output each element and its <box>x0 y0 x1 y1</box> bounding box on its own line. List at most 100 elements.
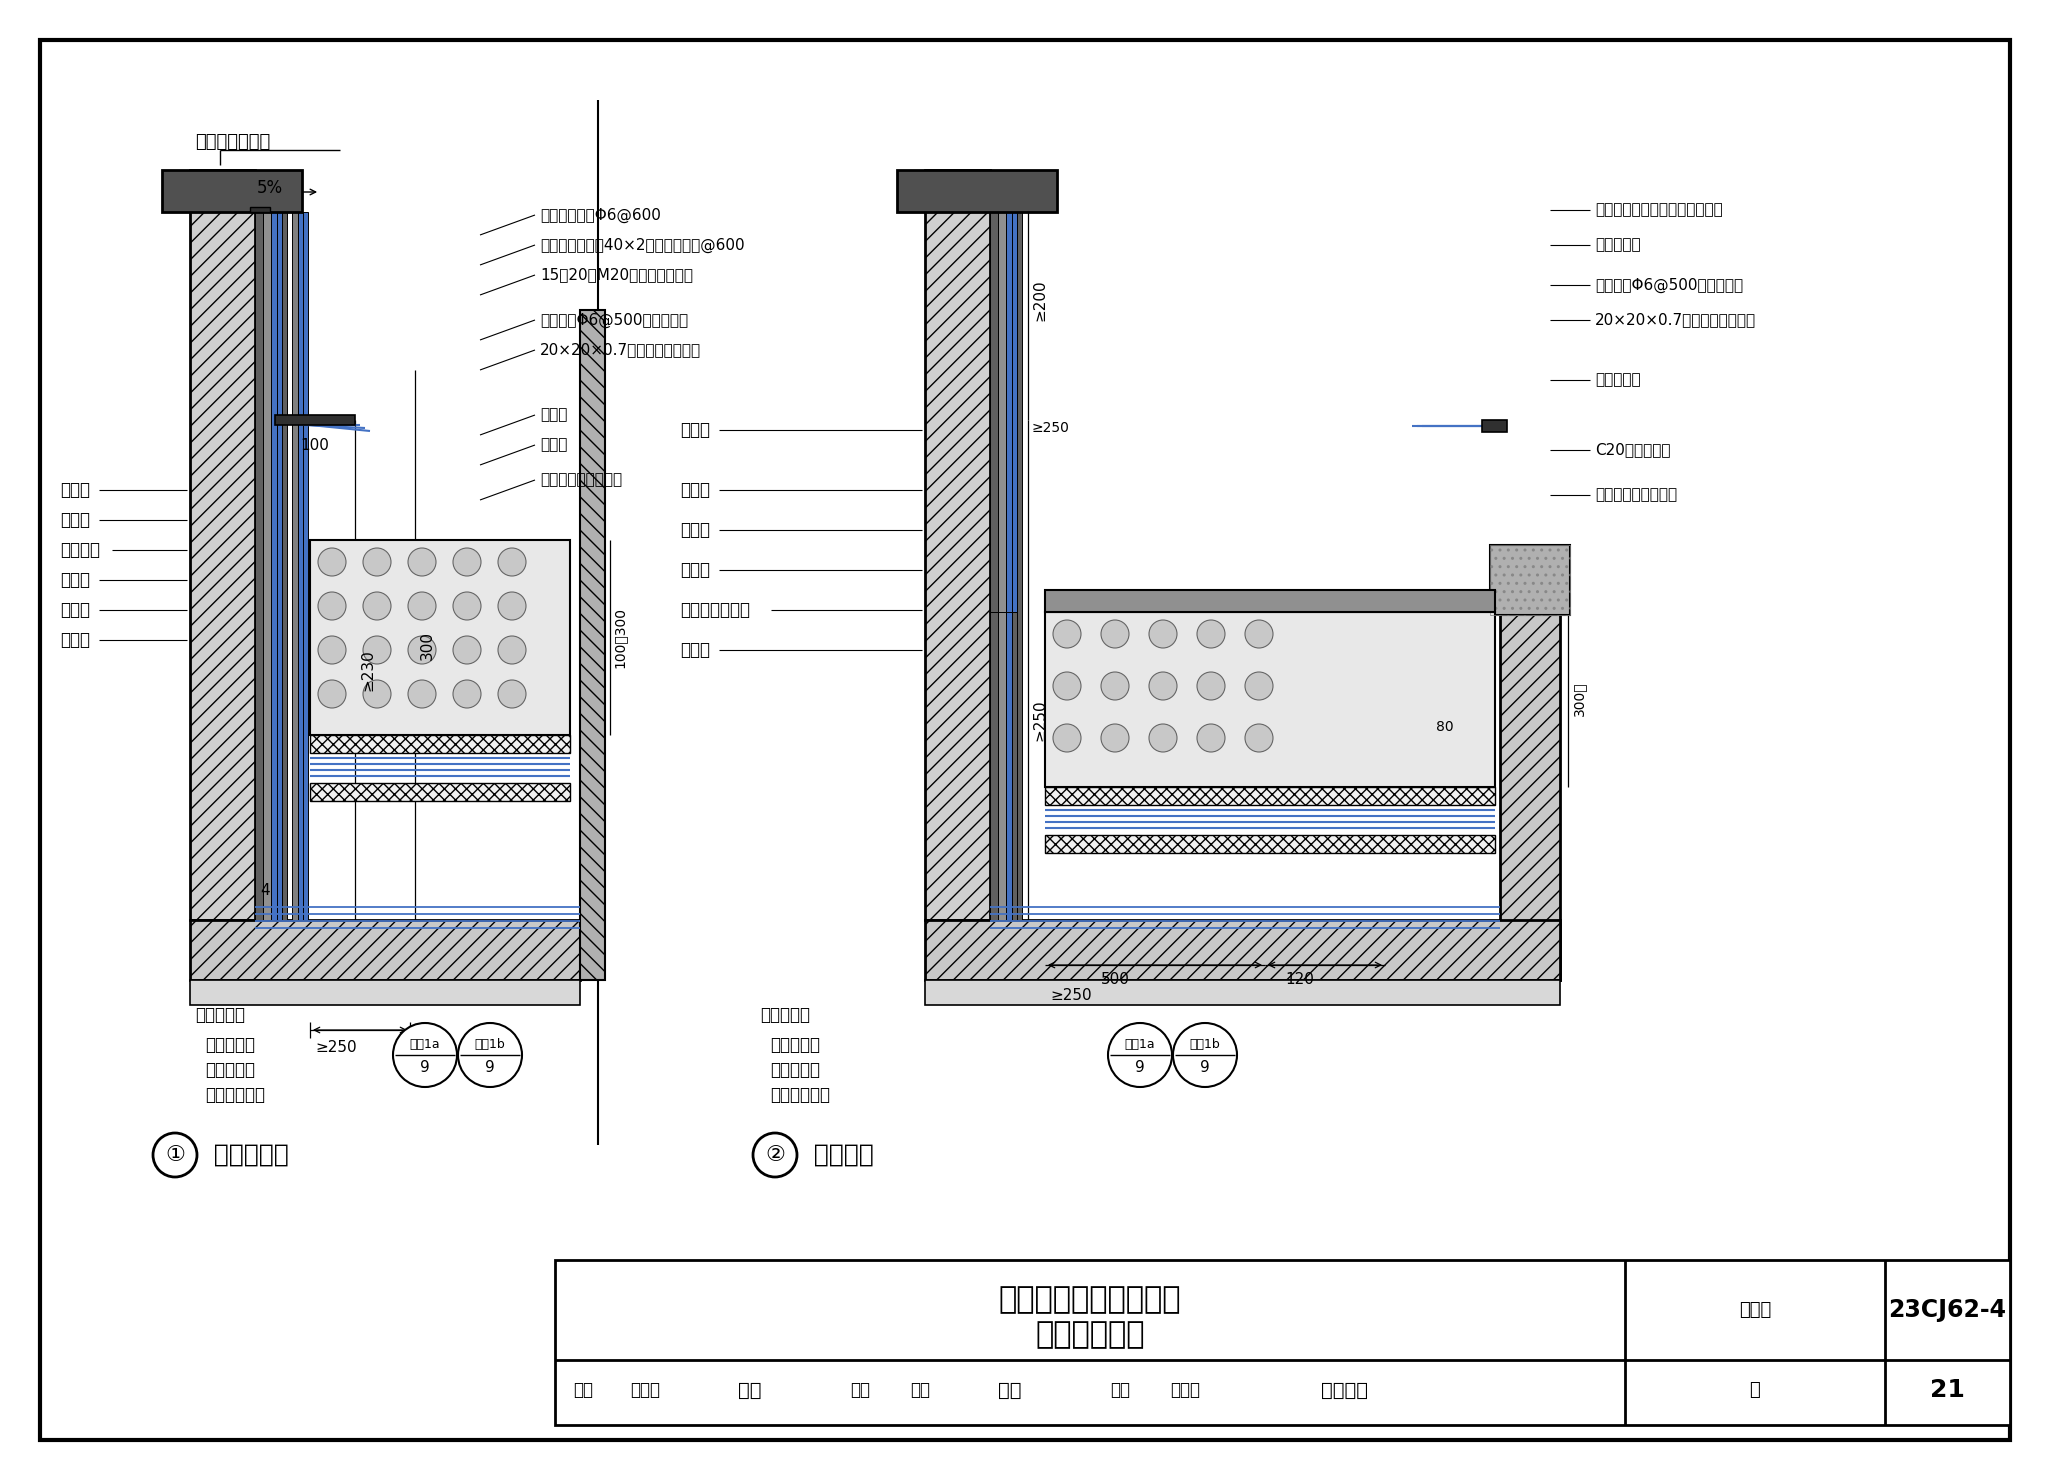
Text: 9: 9 <box>485 1059 496 1074</box>
Text: 保温层: 保温层 <box>59 601 90 619</box>
Text: 耐根穿刺: 耐根穿刺 <box>59 541 100 559</box>
Bar <box>162 171 301 212</box>
Circle shape <box>393 1023 457 1087</box>
Circle shape <box>1053 620 1081 648</box>
Bar <box>1018 212 1022 921</box>
Circle shape <box>1102 673 1128 700</box>
Text: 耐根穿刺防水层: 耐根穿刺防水层 <box>680 601 750 619</box>
Circle shape <box>1149 724 1178 751</box>
Circle shape <box>1149 620 1178 648</box>
Circle shape <box>498 680 526 708</box>
Bar <box>1499 600 1561 980</box>
Circle shape <box>453 592 481 620</box>
Circle shape <box>1245 620 1274 648</box>
Bar <box>1044 835 1495 854</box>
Circle shape <box>362 636 391 664</box>
Text: 种植屋面女儿墙、立墙: 种植屋面女儿墙、立墙 <box>999 1285 1182 1315</box>
Text: 成品金属盖板，40×2钢固定支架，@600: 成品金属盖板，40×2钢固定支架，@600 <box>541 238 745 252</box>
Circle shape <box>154 1134 197 1177</box>
Bar <box>1044 786 1495 805</box>
Circle shape <box>362 680 391 708</box>
Text: 女儿墙: 女儿墙 <box>59 481 90 499</box>
Text: ≥200: ≥200 <box>1032 279 1047 321</box>
Bar <box>309 540 569 735</box>
Bar <box>283 212 287 921</box>
Text: 立墙泛水: 立墙泛水 <box>805 1142 874 1167</box>
Text: 审核: 审核 <box>573 1382 594 1399</box>
Circle shape <box>408 636 436 664</box>
Circle shape <box>1108 1023 1171 1087</box>
Text: 防水附加层: 防水附加层 <box>760 1007 811 1024</box>
Text: 复合异型片: 复合异型片 <box>770 1061 819 1080</box>
Text: 女儿墙泛水: 女儿墙泛水 <box>205 1142 289 1167</box>
Text: 缓冲带: 缓冲带 <box>541 407 567 423</box>
Bar <box>1006 212 1012 921</box>
Circle shape <box>1196 620 1225 648</box>
Bar <box>1044 611 1495 786</box>
Text: 页: 页 <box>1749 1382 1761 1399</box>
Bar <box>274 414 354 425</box>
Text: 膨胀螺栓Φ6@500，镀锌垫片: 膨胀螺栓Φ6@500，镀锌垫片 <box>1595 277 1743 293</box>
Text: 外墙防水层（见具体工程设计）: 外墙防水层（见具体工程设计） <box>1595 203 1722 217</box>
Text: 防水层: 防水层 <box>680 562 711 579</box>
Text: 4: 4 <box>260 883 270 897</box>
Text: 肖华春: 肖华春 <box>631 1382 659 1399</box>
Circle shape <box>317 592 346 620</box>
Circle shape <box>498 636 526 664</box>
Circle shape <box>317 636 346 664</box>
Circle shape <box>1053 724 1081 751</box>
Bar <box>926 171 989 921</box>
Bar <box>309 783 569 801</box>
Bar <box>1483 420 1507 432</box>
Text: 彬龙: 彬龙 <box>737 1380 762 1399</box>
Bar <box>989 611 997 921</box>
Bar <box>262 212 270 921</box>
Text: 膨胀螺栓Φ6@500，镀锌垫片: 膨胀螺栓Φ6@500，镀锌垫片 <box>541 312 688 328</box>
Text: 100～300: 100～300 <box>612 607 627 668</box>
Text: 张征标裕: 张征标裕 <box>1321 1380 1368 1399</box>
Circle shape <box>1053 673 1081 700</box>
Text: 张明: 张明 <box>909 1382 930 1399</box>
Text: C20混凝土挡墙: C20混凝土挡墙 <box>1595 442 1671 458</box>
Bar <box>276 212 283 921</box>
Bar <box>989 212 997 921</box>
Circle shape <box>453 636 481 664</box>
Text: 9: 9 <box>1135 1059 1145 1074</box>
Text: 120: 120 <box>1286 973 1315 988</box>
Bar <box>309 735 569 753</box>
Circle shape <box>1196 673 1225 700</box>
Bar <box>190 171 256 921</box>
Text: 5%: 5% <box>256 179 283 197</box>
Bar <box>303 212 307 921</box>
Circle shape <box>1102 724 1128 751</box>
Bar <box>1044 589 1495 611</box>
Bar <box>270 212 276 921</box>
Bar <box>293 212 299 921</box>
Bar <box>190 980 580 1005</box>
Bar <box>1012 212 1018 921</box>
Text: 校对: 校对 <box>850 1382 870 1399</box>
Text: 密封胶密封: 密封胶密封 <box>1595 238 1640 252</box>
Text: 涤丙土工布端部粘牢: 涤丙土工布端部粘牢 <box>1595 487 1677 502</box>
Text: 防水构造做法: 防水构造做法 <box>1034 1320 1145 1350</box>
Text: ②: ② <box>766 1145 784 1164</box>
Text: 女儿墙: 女儿墙 <box>680 422 711 439</box>
Bar <box>299 212 303 921</box>
Bar <box>997 611 1006 921</box>
Bar <box>555 1261 2009 1425</box>
Text: 20×20×0.7，成品金属泛水板: 20×20×0.7，成品金属泛水板 <box>1595 312 1755 327</box>
Text: 300: 300 <box>420 630 434 659</box>
Text: 9: 9 <box>420 1059 430 1074</box>
Text: 见具体工程设计: 见具体工程设计 <box>195 133 270 150</box>
Text: 张征标: 张征标 <box>1169 1382 1200 1399</box>
Text: ≥250: ≥250 <box>315 1040 356 1055</box>
Bar <box>190 921 580 980</box>
Text: 种层1a: 种层1a <box>1124 1039 1155 1052</box>
Text: 20×20×0.7，成品金属泛水板: 20×20×0.7，成品金属泛水板 <box>541 343 700 357</box>
Circle shape <box>453 549 481 576</box>
Bar <box>1491 546 1571 616</box>
Circle shape <box>1196 724 1225 751</box>
Text: （凸点向下）: （凸点向下） <box>205 1085 264 1104</box>
Text: 种层1a: 种层1a <box>410 1039 440 1052</box>
Circle shape <box>317 549 346 576</box>
